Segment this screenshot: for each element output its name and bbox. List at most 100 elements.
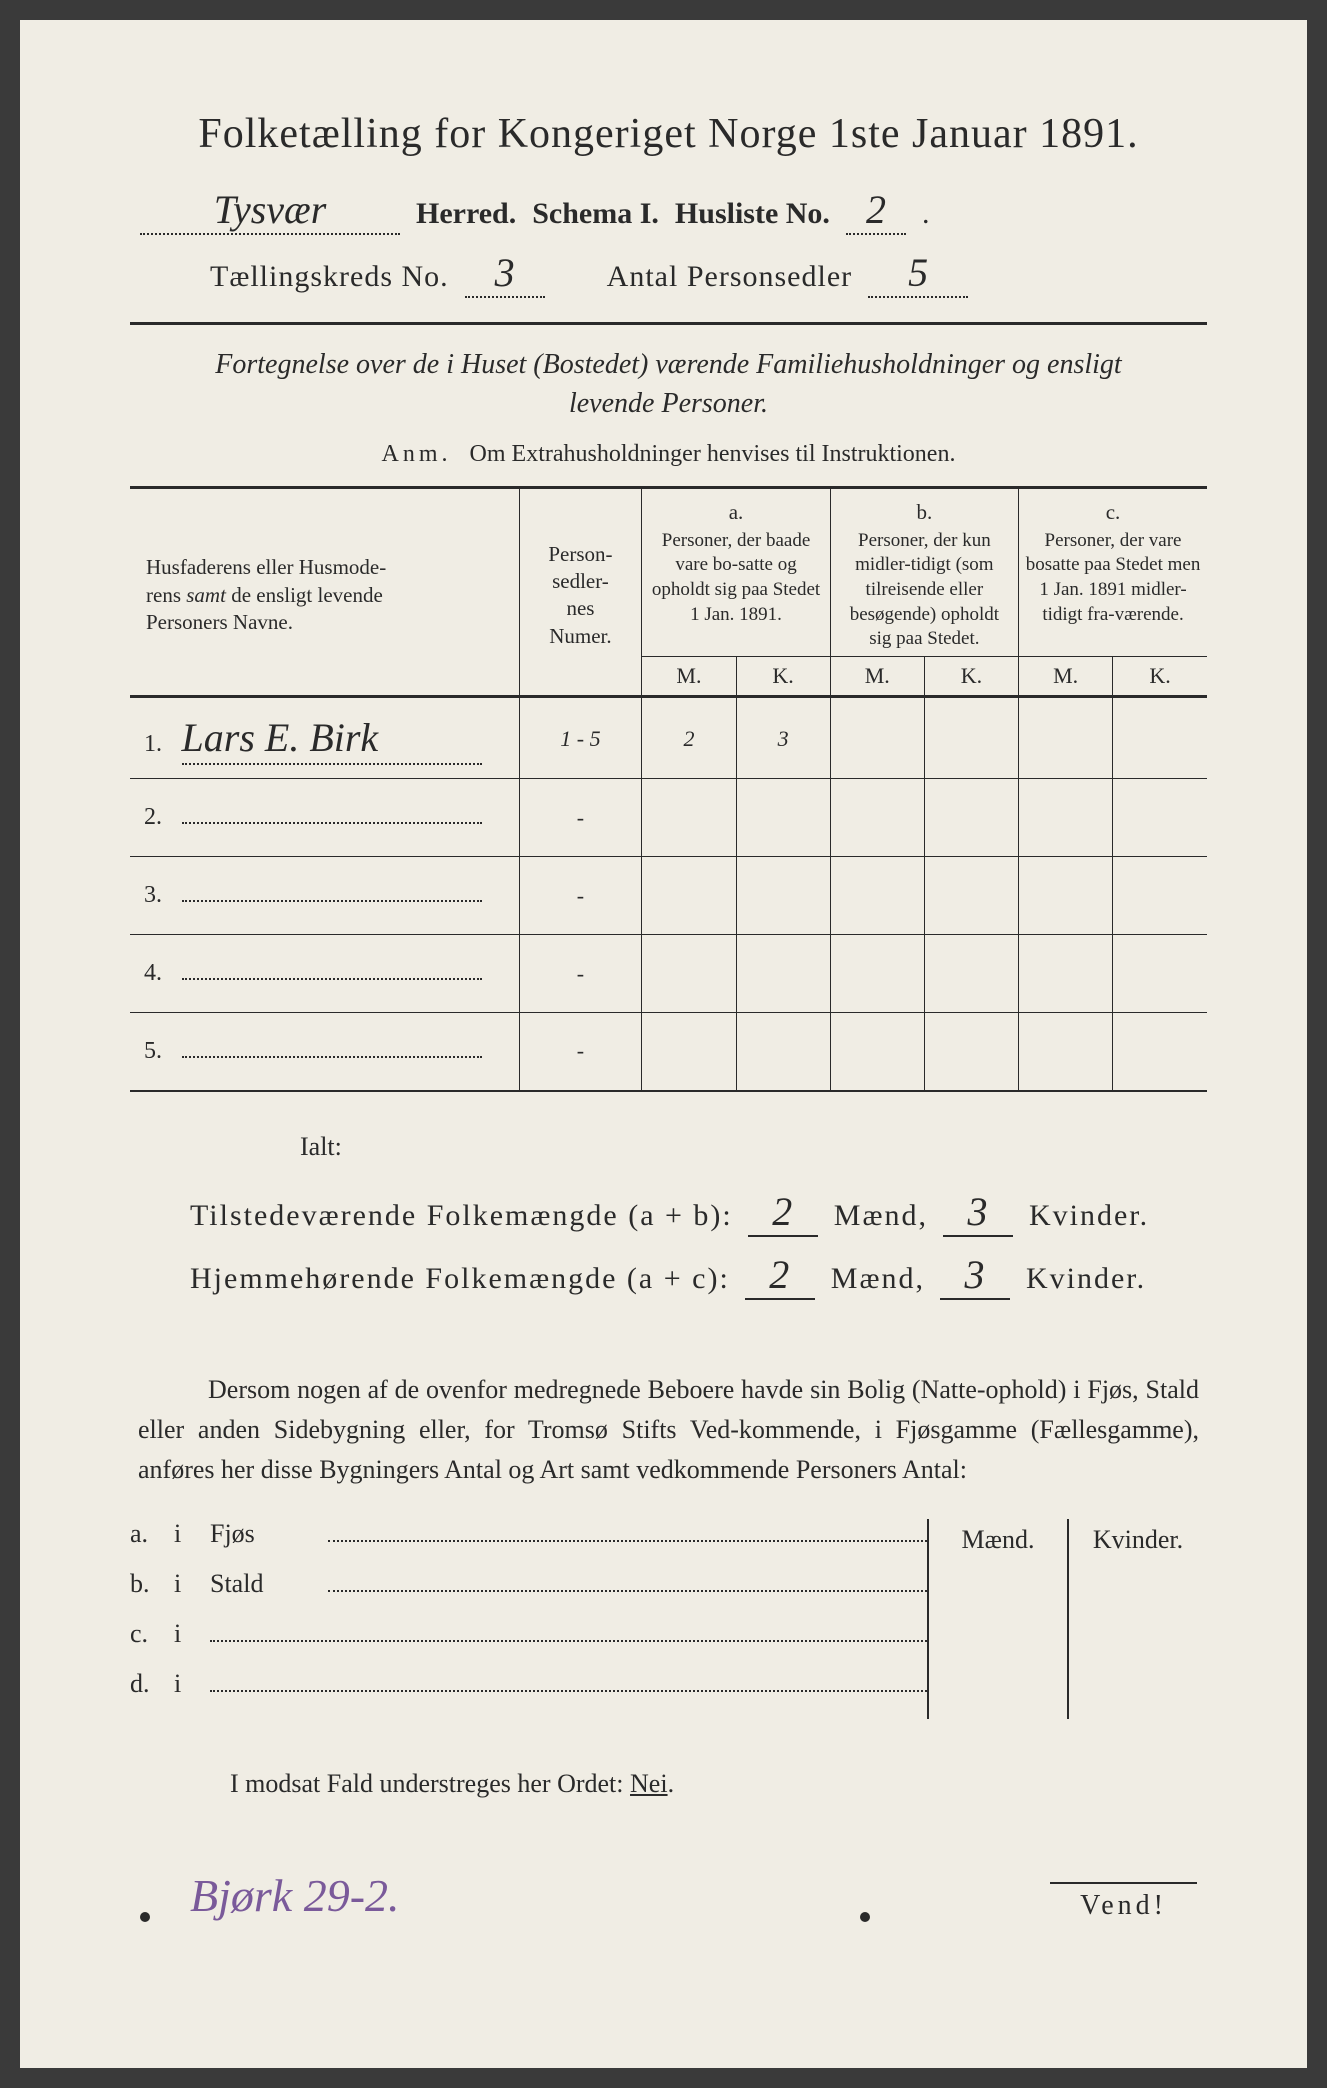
household-table: Husfaderens eller Husmode- rens samt de … [130,486,1207,1091]
maend-col: Mænd. [929,1519,1069,1719]
col1-l2a: rens [146,583,186,607]
row-b-m [830,701,924,779]
col1-l1: Husfaderens eller Husmode- [146,555,386,579]
ialt-label: Ialt: [130,1132,1207,1162]
sum2-k: 3 [940,1251,1010,1300]
table-row: 2. - [130,779,1207,857]
nei-text-a: I modsat Fald understreges her Ordet: [230,1769,630,1798]
personsedler-label: Antal Personsedler [607,260,852,294]
husliste-value: 2 [846,186,906,235]
sum2-label: Hjemmehørende Folkemængde (a + c): [190,1262,730,1295]
summary-line-1: Tilstedeværende Folkemængde (a + b): 2 M… [130,1188,1207,1237]
subtitle-line1: Fortegnelse over de i Huset (Bostedet) v… [215,349,1121,380]
sum1-label: Tilstedeværende Folkemængde (a + b): [190,1199,733,1232]
row-num-val: - [519,935,642,1013]
row-num: 4. [144,960,170,987]
row-num-val: - [519,857,642,935]
table-row: 4. - [130,935,1207,1013]
kreds-label: Tællingskreds No. [210,260,449,294]
row-num: 3. [144,882,170,909]
census-form-page: Folketælling for Kongeriget Norge 1ste J… [20,20,1307,2068]
row-c-m [1019,857,1113,935]
row-c-k [1113,935,1207,1013]
row-dots [210,1624,927,1642]
kvinder-col: Kvinder. [1069,1519,1207,1719]
husliste-label: Husliste No. [675,197,830,231]
row-lbl: b. [130,1569,156,1599]
row-num: 1. [144,731,170,758]
row-i: i [174,1669,192,1699]
row-lbl: d. [130,1669,156,1699]
row-name [182,1054,482,1058]
row-a-m [642,1013,736,1091]
row-b-k [924,779,1018,857]
maend-label: Mænd, [831,1262,925,1295]
row-b-m [830,1013,924,1091]
row-num-val: 1 - 5 [519,701,642,779]
col1-l2c: de ensligt levende [226,583,383,607]
divider-1 [130,322,1207,325]
kvinder-label: Kvinder. [1029,1199,1149,1232]
row-num-val: - [519,779,642,857]
row-b-k [924,935,1018,1013]
grp-b-label: b. [837,499,1012,528]
table-row: 5. - [130,1013,1207,1091]
row-c-k [1113,857,1207,935]
row-i: i [174,1619,192,1649]
c-m-hdr: M. [1019,657,1113,697]
body-paragraph: Dersom nogen af de ovenfor medregnede Be… [130,1370,1207,1491]
subtitle: Fortegnelse over de i Huset (Bostedet) v… [130,345,1207,423]
row-text: Stald [210,1569,310,1599]
row-a-k [736,1013,830,1091]
row-num-val: - [519,1013,642,1091]
row-a-m [642,935,736,1013]
grp-c-label: c. [1025,499,1201,528]
sum2-m: 2 [745,1251,815,1300]
row-a-k: 3 [736,701,830,779]
kvinder-label: Kvinder. [1026,1262,1146,1295]
table-row: 1. Lars E. Birk 1 - 5 2 3 [130,701,1207,779]
anm-label: Anm. [382,441,452,467]
c-k-hdr: K. [1113,657,1207,697]
header-line-2: Tællingskreds No. 3 Antal Personsedler 5 [130,249,1207,298]
header-line-1: Tysvær Herred. Schema I. Husliste No. 2 … [130,186,1207,235]
schema-label: Schema I. [532,197,659,231]
col2-l3: nes [566,596,594,620]
row-name [182,820,482,824]
grp-c-text: Personer, der vare bosatte paa Stedet me… [1025,529,1201,628]
sum1-k: 3 [943,1188,1013,1237]
footer: Bjørk 29-2. Vend! [130,1869,1207,1922]
body-text: Dersom nogen af de ovenfor medregnede Be… [138,1375,1199,1485]
grp-a-label: a. [648,499,823,528]
col1-l2b: samt [186,583,226,607]
row-name: Lars E. Birk [182,714,482,765]
row-name [182,898,482,902]
building-row: b. i Stald [130,1569,927,1599]
row-c-m [1019,935,1113,1013]
husliste-dot: . [922,197,930,231]
vend-label: Vend! [1050,1882,1197,1922]
building-row: d. i [130,1669,927,1699]
row-dots [328,1574,927,1592]
anm-text: Om Extrahusholdninger henvises til Instr… [470,441,956,467]
dot-mark-mid [860,1912,870,1922]
grp-a-text: Personer, der baade vare bo-satte og oph… [648,529,823,628]
footer-handwriting: Bjørk 29-2. [150,1869,860,1922]
row-lbl: c. [130,1619,156,1649]
building-block: a. i Fjøs b. i Stald c. i d. i [130,1519,1207,1719]
row-b-m [830,779,924,857]
row-lbl: a. [130,1519,156,1549]
maend-label: Mænd, [834,1199,928,1232]
col2-l2: sedler- [552,569,609,593]
kreds-value: 3 [465,249,545,298]
personsedler-value: 5 [868,249,968,298]
row-dots [210,1674,927,1692]
col2-l1: Person- [548,542,612,566]
summary-line-2: Hjemmehørende Folkemængde (a + c): 2 Mæn… [130,1251,1207,1300]
row-b-k [924,701,1018,779]
row-c-k [1113,779,1207,857]
building-row: c. i [130,1619,927,1649]
row-c-m [1019,779,1113,857]
row-i: i [174,1519,192,1549]
page-title: Folketælling for Kongeriget Norge 1ste J… [130,110,1207,158]
